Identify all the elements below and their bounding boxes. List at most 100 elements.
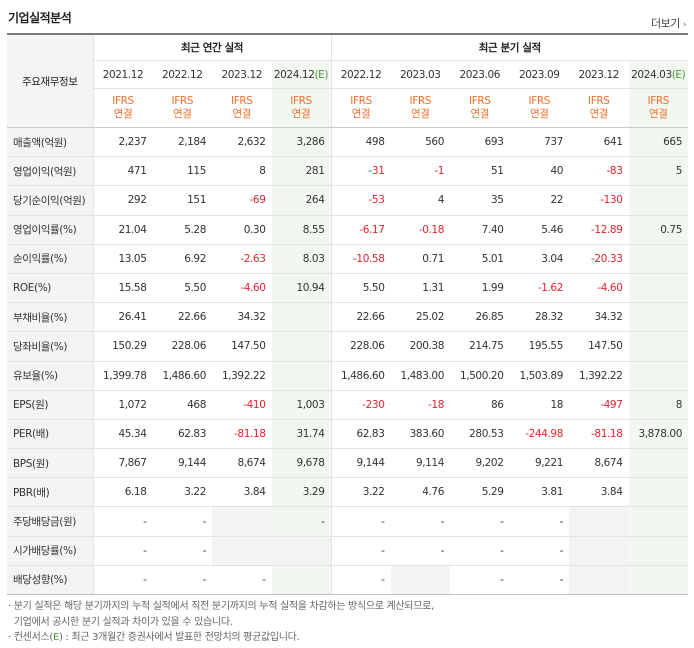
table-cell: -20.33 (569, 244, 629, 274)
table-cell: -69 (212, 185, 272, 216)
table-cell: -53 (330, 185, 391, 216)
row-label: 배당성향(%) (7, 565, 94, 596)
table-row: 시가배당률(%) - - - - - - (7, 536, 688, 566)
table-cell: 665 (628, 127, 688, 158)
table-cell: 147.50 (569, 331, 629, 362)
table-cell: 8,674 (569, 448, 629, 479)
period-header: 2023.12 (212, 60, 272, 89)
row-label: 당기순이익(억원) (7, 185, 94, 216)
row-label: BPS(원) (7, 448, 94, 479)
period-header: 2023.03 (390, 60, 450, 89)
table-row: 주당배당금(원) - - - - - - - (7, 506, 688, 537)
table-cell: -230 (330, 389, 391, 420)
row-label: EPS(원) (7, 389, 94, 420)
table-cell: -0.18 (390, 214, 450, 245)
row-label: PBR(배) (7, 477, 94, 508)
more-label: 더보기 (651, 17, 680, 30)
table-cell: 7.40 (450, 214, 510, 245)
table-cell: 5.46 (509, 214, 569, 245)
table-cell: - (212, 565, 272, 596)
table-cell: 9,678 (271, 448, 331, 479)
table-cell: 31.74 (271, 419, 331, 450)
table-cell (628, 185, 688, 216)
table-cell: -6.17 (330, 214, 391, 245)
table-cell: 115 (152, 156, 212, 187)
row-label: 부채비율(%) (7, 302, 94, 333)
ifrs-badge: IFRS 연결 (212, 88, 272, 128)
table-cell: -12.89 (569, 214, 629, 245)
ifrs-badge: IFRS 연결 (628, 88, 688, 128)
period-header: 2022.12 (330, 60, 391, 89)
table-cell: - (509, 565, 569, 596)
table-cell: -1 (390, 156, 450, 187)
period-header: 2023.09 (509, 60, 569, 89)
table-cell: 0.30 (212, 214, 272, 245)
table-cell: -1.62 (509, 273, 569, 304)
table-cell (628, 302, 688, 333)
table-cell: 147.50 (212, 331, 272, 362)
ifrs-badge: IFRS 연결 (271, 88, 331, 128)
table-cell: 468 (152, 389, 212, 420)
table-cell: -130 (569, 185, 629, 216)
footnote-1: · 분기 실적은 해당 분기까지의 누적 실적에서 직전 분기까지의 누적 실적… (8, 601, 434, 612)
table-row: 영업이익(억원) 471 115 8 281 -31 -1 51 40 -83 5 (7, 156, 688, 187)
table-cell: 1,392.22 (212, 361, 272, 391)
table-cell: 6.18 (93, 477, 153, 508)
table-row: 순이익률(%) 13.05 6.92 -2.63 8.03 -10.58 0.71 5.01 3… (7, 244, 688, 274)
table-cell: 292 (93, 185, 153, 216)
row-label: 매출액(억원) (7, 127, 94, 158)
table-cell: 2,184 (152, 127, 212, 158)
table-cell (569, 506, 629, 537)
row-label: 순이익률(%) (7, 244, 94, 274)
table-cell (628, 331, 688, 362)
table-cell (271, 302, 331, 333)
table-cell: - (390, 506, 450, 537)
table-cell: -410 (212, 389, 272, 420)
table-cell: - (330, 565, 391, 596)
table-cell: 1,003 (271, 389, 331, 420)
table-cell: 34.32 (569, 302, 629, 333)
period-header: 2022.12 (152, 60, 212, 89)
table-cell: 22.66 (330, 302, 391, 333)
table-row: BPS(원) 7,867 9,144 8,674 9,678 9,144 9,114 9,20… (7, 448, 688, 479)
row-label: 유보율(%) (7, 361, 94, 391)
table-cell: 9,144 (330, 448, 391, 479)
table-cell: 62.83 (152, 419, 212, 450)
section-title: 기업실적분석 (8, 11, 72, 25)
table-cell: 1,399.78 (93, 361, 153, 391)
table-cell: - (152, 506, 212, 537)
ifrs-badge: IFRS 연결 (509, 88, 569, 128)
table-cell: 280.53 (450, 419, 510, 450)
table-cell: 264 (271, 185, 331, 216)
table-cell: 25.02 (390, 302, 450, 333)
table-cell: - (93, 565, 153, 596)
table-cell: 9,114 (390, 448, 450, 479)
more-link[interactable]: 더보기 › (651, 15, 687, 31)
table-cell (628, 506, 688, 537)
table-cell: - (509, 506, 569, 537)
table-cell: 200.38 (390, 331, 450, 362)
table-cell: 9,221 (509, 448, 569, 479)
row-label: 당좌비율(%) (7, 331, 94, 362)
table-cell: 9,144 (152, 448, 212, 479)
table-row: ROE(%) 15.58 5.50 -4.60 10.94 5.50 1.31 1.99 -1.… (7, 273, 688, 304)
table-row: 당좌비율(%) 150.29 228.06 147.50 228.06 200.38 214… (7, 331, 688, 362)
table-cell: 15.58 (93, 273, 153, 304)
table-cell: 5 (628, 156, 688, 187)
table-cell: 1,486.60 (330, 361, 391, 391)
table-cell: -81.18 (569, 419, 629, 450)
table-cell: 86 (450, 389, 510, 420)
table-cell: 228.06 (330, 331, 391, 362)
table-row: EPS(원) 1,072 468 -410 1,003 -230 -18 86 18 -497 8 (7, 389, 688, 420)
table-row: 매출액(억원) 2,237 2,184 2,632 3,286 498 560 693 737 6… (7, 127, 688, 158)
table-cell: - (390, 536, 450, 566)
table-cell: 3.81 (509, 477, 569, 508)
table-cell: 8.55 (271, 214, 331, 245)
table-cell: 228.06 (152, 331, 212, 362)
table-cell: 8.03 (271, 244, 331, 274)
table-row: 배당성향(%) - - - - - - (7, 565, 688, 596)
row-header-label: 주요재무정보 (7, 34, 94, 128)
table-cell: 471 (93, 156, 153, 187)
table-cell: - (330, 506, 391, 537)
